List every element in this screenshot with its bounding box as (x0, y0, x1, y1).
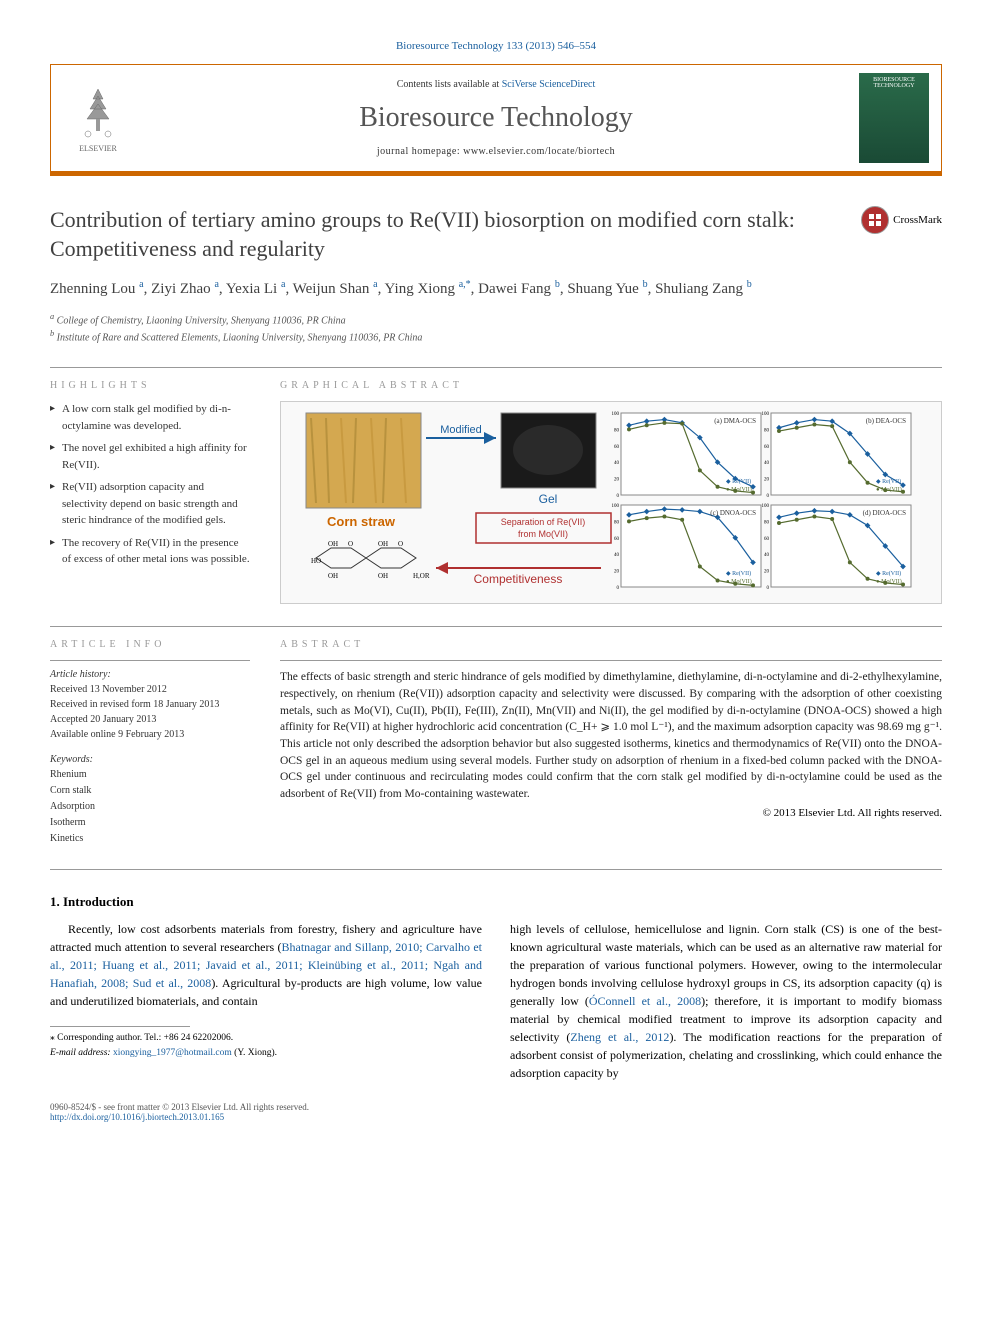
ga-label-comp: Competitiveness (474, 572, 563, 586)
graphical-abstract: Corn straw Modified Gel Separation of Re… (280, 401, 942, 604)
svg-text:60: 60 (764, 445, 770, 450)
svg-text:100: 100 (762, 504, 770, 509)
svg-text:80: 80 (614, 521, 620, 526)
doi-link[interactable]: http://dx.doi.org/10.1016/j.biortech.201… (50, 1112, 224, 1122)
svg-text:60: 60 (614, 537, 620, 542)
highlight-item: The recovery of Re(VII) in the presence … (50, 535, 250, 568)
article-history-label: Article history: (50, 669, 250, 680)
publisher-name: ELSEVIER (79, 144, 117, 153)
corresponding-author: ⁎ Corresponding author. Tel.: +86 24 622… (50, 1031, 482, 1060)
svg-text:100: 100 (762, 412, 770, 417)
svg-text:OH: OH (378, 572, 388, 580)
authors-line: Zhenning Lou a, Ziyi Zhao a, Yexia Li a,… (50, 277, 942, 301)
footnote-rule (50, 1026, 190, 1027)
svg-text:40: 40 (764, 554, 770, 559)
svg-text:80: 80 (764, 521, 770, 526)
svg-text:OH: OH (378, 540, 388, 548)
svg-text:● Mo(VII): ● Mo(VII) (726, 486, 752, 493)
graphical-abstract-svg: Corn straw Modified Gel Separation of Re… (287, 408, 935, 593)
svg-text:OH: OH (328, 540, 338, 548)
svg-text:● Mo(VII): ● Mo(VII) (876, 578, 902, 585)
copyright-line: © 2013 Elsevier Ltd. All rights reserved… (280, 807, 942, 819)
keywords-list: RheniumCorn stalkAdsorptionIsothermKinet… (50, 767, 250, 847)
svg-text:40: 40 (764, 462, 770, 467)
intro-heading: 1. Introduction (50, 894, 942, 910)
highlights-heading: HIGHLIGHTS (50, 380, 250, 391)
svg-text:◆ Re(VII): ◆ Re(VII) (726, 570, 751, 577)
svg-text:20: 20 (614, 570, 620, 575)
svg-text:40: 40 (614, 554, 620, 559)
svg-text:80: 80 (614, 429, 620, 434)
elsevier-tree-icon (73, 84, 123, 144)
svg-text:O: O (348, 540, 353, 548)
abstract-text: The effects of basic strength and steric… (280, 669, 942, 802)
svg-text:● Mo(VII): ● Mo(VII) (726, 578, 752, 585)
svg-text:HO: HO (311, 557, 321, 565)
header-rule (50, 172, 942, 176)
svg-text:(b) DEA-OCS: (b) DEA-OCS (866, 417, 906, 425)
svg-text:60: 60 (614, 445, 620, 450)
svg-text:60: 60 (764, 537, 770, 542)
journal-homepage[interactable]: journal homepage: www.elsevier.com/locat… (133, 146, 859, 157)
elsevier-logo: ELSEVIER (63, 76, 133, 161)
journal-header: ELSEVIER Contents lists available at Sci… (50, 64, 942, 172)
page-footer: 0960-8524/$ - see front matter © 2013 El… (50, 1102, 942, 1122)
sciencedirect-link[interactable]: SciVerse ScienceDirect (502, 79, 596, 90)
svg-text:0: 0 (617, 586, 620, 591)
crossmark-label: CrossMark (893, 214, 942, 226)
svg-text:0: 0 (617, 494, 620, 499)
email-link[interactable]: xiongying_1977@hotmail.com (113, 1048, 232, 1058)
crossmark-icon (861, 206, 889, 234)
svg-text:0: 0 (767, 586, 770, 591)
ga-label-sep2: from Mo(VII) (518, 529, 568, 539)
ga-cellulose-structure: HO OH O OH OH O OH H,OR (311, 540, 430, 580)
article-history: Received 13 November 2012Received in rev… (50, 682, 250, 742)
section-rule (50, 869, 942, 870)
citation-link[interactable]: ÓConnell et al., 2008 (589, 994, 701, 1008)
graphical-abstract-heading: GRAPHICAL ABSTRACT (280, 380, 942, 391)
highlight-item: The novel gel exhibited a high affinity … (50, 440, 250, 473)
section-rule (50, 626, 942, 627)
ga-label-sep1: Separation of Re(VII) (501, 517, 586, 527)
affiliations: a College of Chemistry, Liaoning Univers… (50, 311, 942, 346)
svg-text:◆ Re(VII): ◆ Re(VII) (876, 570, 901, 577)
abstract-heading: ABSTRACT (280, 639, 942, 650)
svg-text:(c) DNOA-OCS: (c) DNOA-OCS (710, 509, 756, 517)
svg-text:● Mo(VII): ● Mo(VII) (876, 486, 902, 493)
svg-text:40: 40 (614, 462, 620, 467)
svg-text:O: O (398, 540, 403, 548)
journal-cover-thumb[interactable]: BIORESOURCE TECHNOLOGY (859, 73, 929, 163)
contents-available: Contents lists available at SciVerse Sci… (133, 79, 859, 90)
citation-link[interactable]: Zheng et al., 2012 (570, 1030, 669, 1044)
article-info-heading: ARTICLE INFO (50, 639, 250, 650)
svg-text:0: 0 (767, 494, 770, 499)
highlights-list: A low corn stalk gel modified by di-n-oc… (50, 401, 250, 568)
svg-text:20: 20 (764, 570, 770, 575)
svg-text:100: 100 (612, 412, 620, 417)
svg-text:20: 20 (614, 478, 620, 483)
svg-text:80: 80 (764, 429, 770, 434)
svg-text:H,OR: H,OR (413, 572, 430, 580)
journal-name: Bioresource Technology (133, 102, 859, 134)
ga-label-cornstraw: Corn straw (327, 514, 396, 529)
svg-text:OH: OH (328, 572, 338, 580)
body-columns: Recently, low cost adsorbents materials … (50, 920, 942, 1082)
svg-text:(a) DMA-OCS: (a) DMA-OCS (714, 417, 756, 425)
section-rule (50, 367, 942, 368)
svg-text:20: 20 (764, 478, 770, 483)
ga-label-modified: Modified (440, 424, 482, 436)
keywords-label: Keywords: (50, 754, 250, 765)
svg-text:◆ Re(VII): ◆ Re(VII) (876, 478, 901, 485)
crossmark-badge[interactable]: CrossMark (861, 206, 942, 234)
svg-text:◆ Re(VII): ◆ Re(VII) (726, 478, 751, 485)
ga-label-gel: Gel (539, 492, 558, 506)
svg-text:(d) DIOA-OCS: (d) DIOA-OCS (863, 509, 906, 517)
svg-text:100: 100 (612, 504, 620, 509)
highlight-item: A low corn stalk gel modified by di-n-oc… (50, 401, 250, 434)
highlight-item: Re(VII) adsorption capacity and selectiv… (50, 479, 250, 529)
article-title: Contribution of tertiary amino groups to… (50, 206, 846, 263)
journal-citation[interactable]: Bioresource Technology 133 (2013) 546–55… (50, 40, 942, 52)
